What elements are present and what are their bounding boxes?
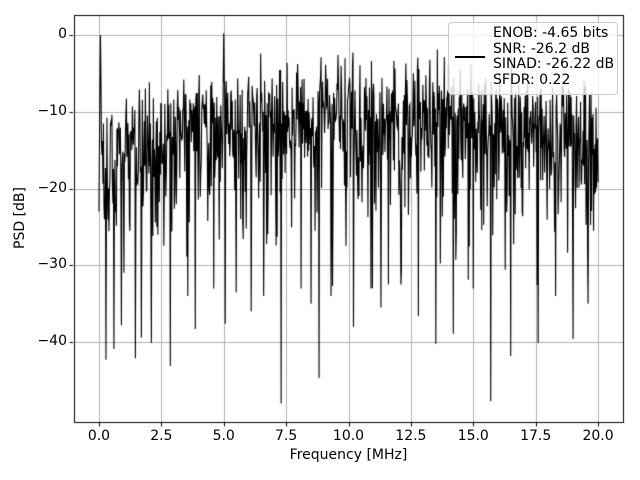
- x-tick-label: 5.0: [212, 428, 235, 444]
- x-tick-label: 2.5: [150, 428, 173, 444]
- y-tick-label: −20: [37, 179, 67, 196]
- y-axis-label: PSD [dB]: [12, 187, 28, 249]
- x-tick-label: 15.0: [457, 428, 489, 444]
- y-tick-label: −40: [37, 333, 67, 350]
- legend-line-snr: SNR: -26.2 dB: [493, 40, 590, 57]
- legend-line-sinad: SINAD: -26.22 dB: [493, 56, 615, 72]
- x-tick-label: 0.0: [87, 428, 111, 444]
- legend-line-enob: ENOB: -4.65 bits: [493, 25, 609, 41]
- y-tick-label: 0: [58, 25, 67, 42]
- legend: ENOB: -4.65 bits SNR: -26.2 dB SINAD: -2…: [448, 22, 618, 95]
- legend-line-sample: [455, 56, 485, 58]
- x-tick-label: 20.0: [582, 428, 614, 444]
- x-tick-label: 12.5: [395, 428, 427, 444]
- legend-text: ENOB: -4.65 bits SNR: -26.2 dB SINAD: -2…: [493, 25, 615, 88]
- x-axis-label: Frequency [MHz]: [289, 447, 408, 463]
- x-tick-label: 17.5: [520, 428, 552, 444]
- x-tick-label: 10.0: [332, 428, 365, 444]
- y-tick-label: −10: [37, 102, 67, 119]
- y-tick-label: −30: [37, 256, 67, 273]
- legend-line-sfdr: SFDR: 0.22: [493, 71, 571, 88]
- x-tick-label: 7.5: [274, 428, 298, 444]
